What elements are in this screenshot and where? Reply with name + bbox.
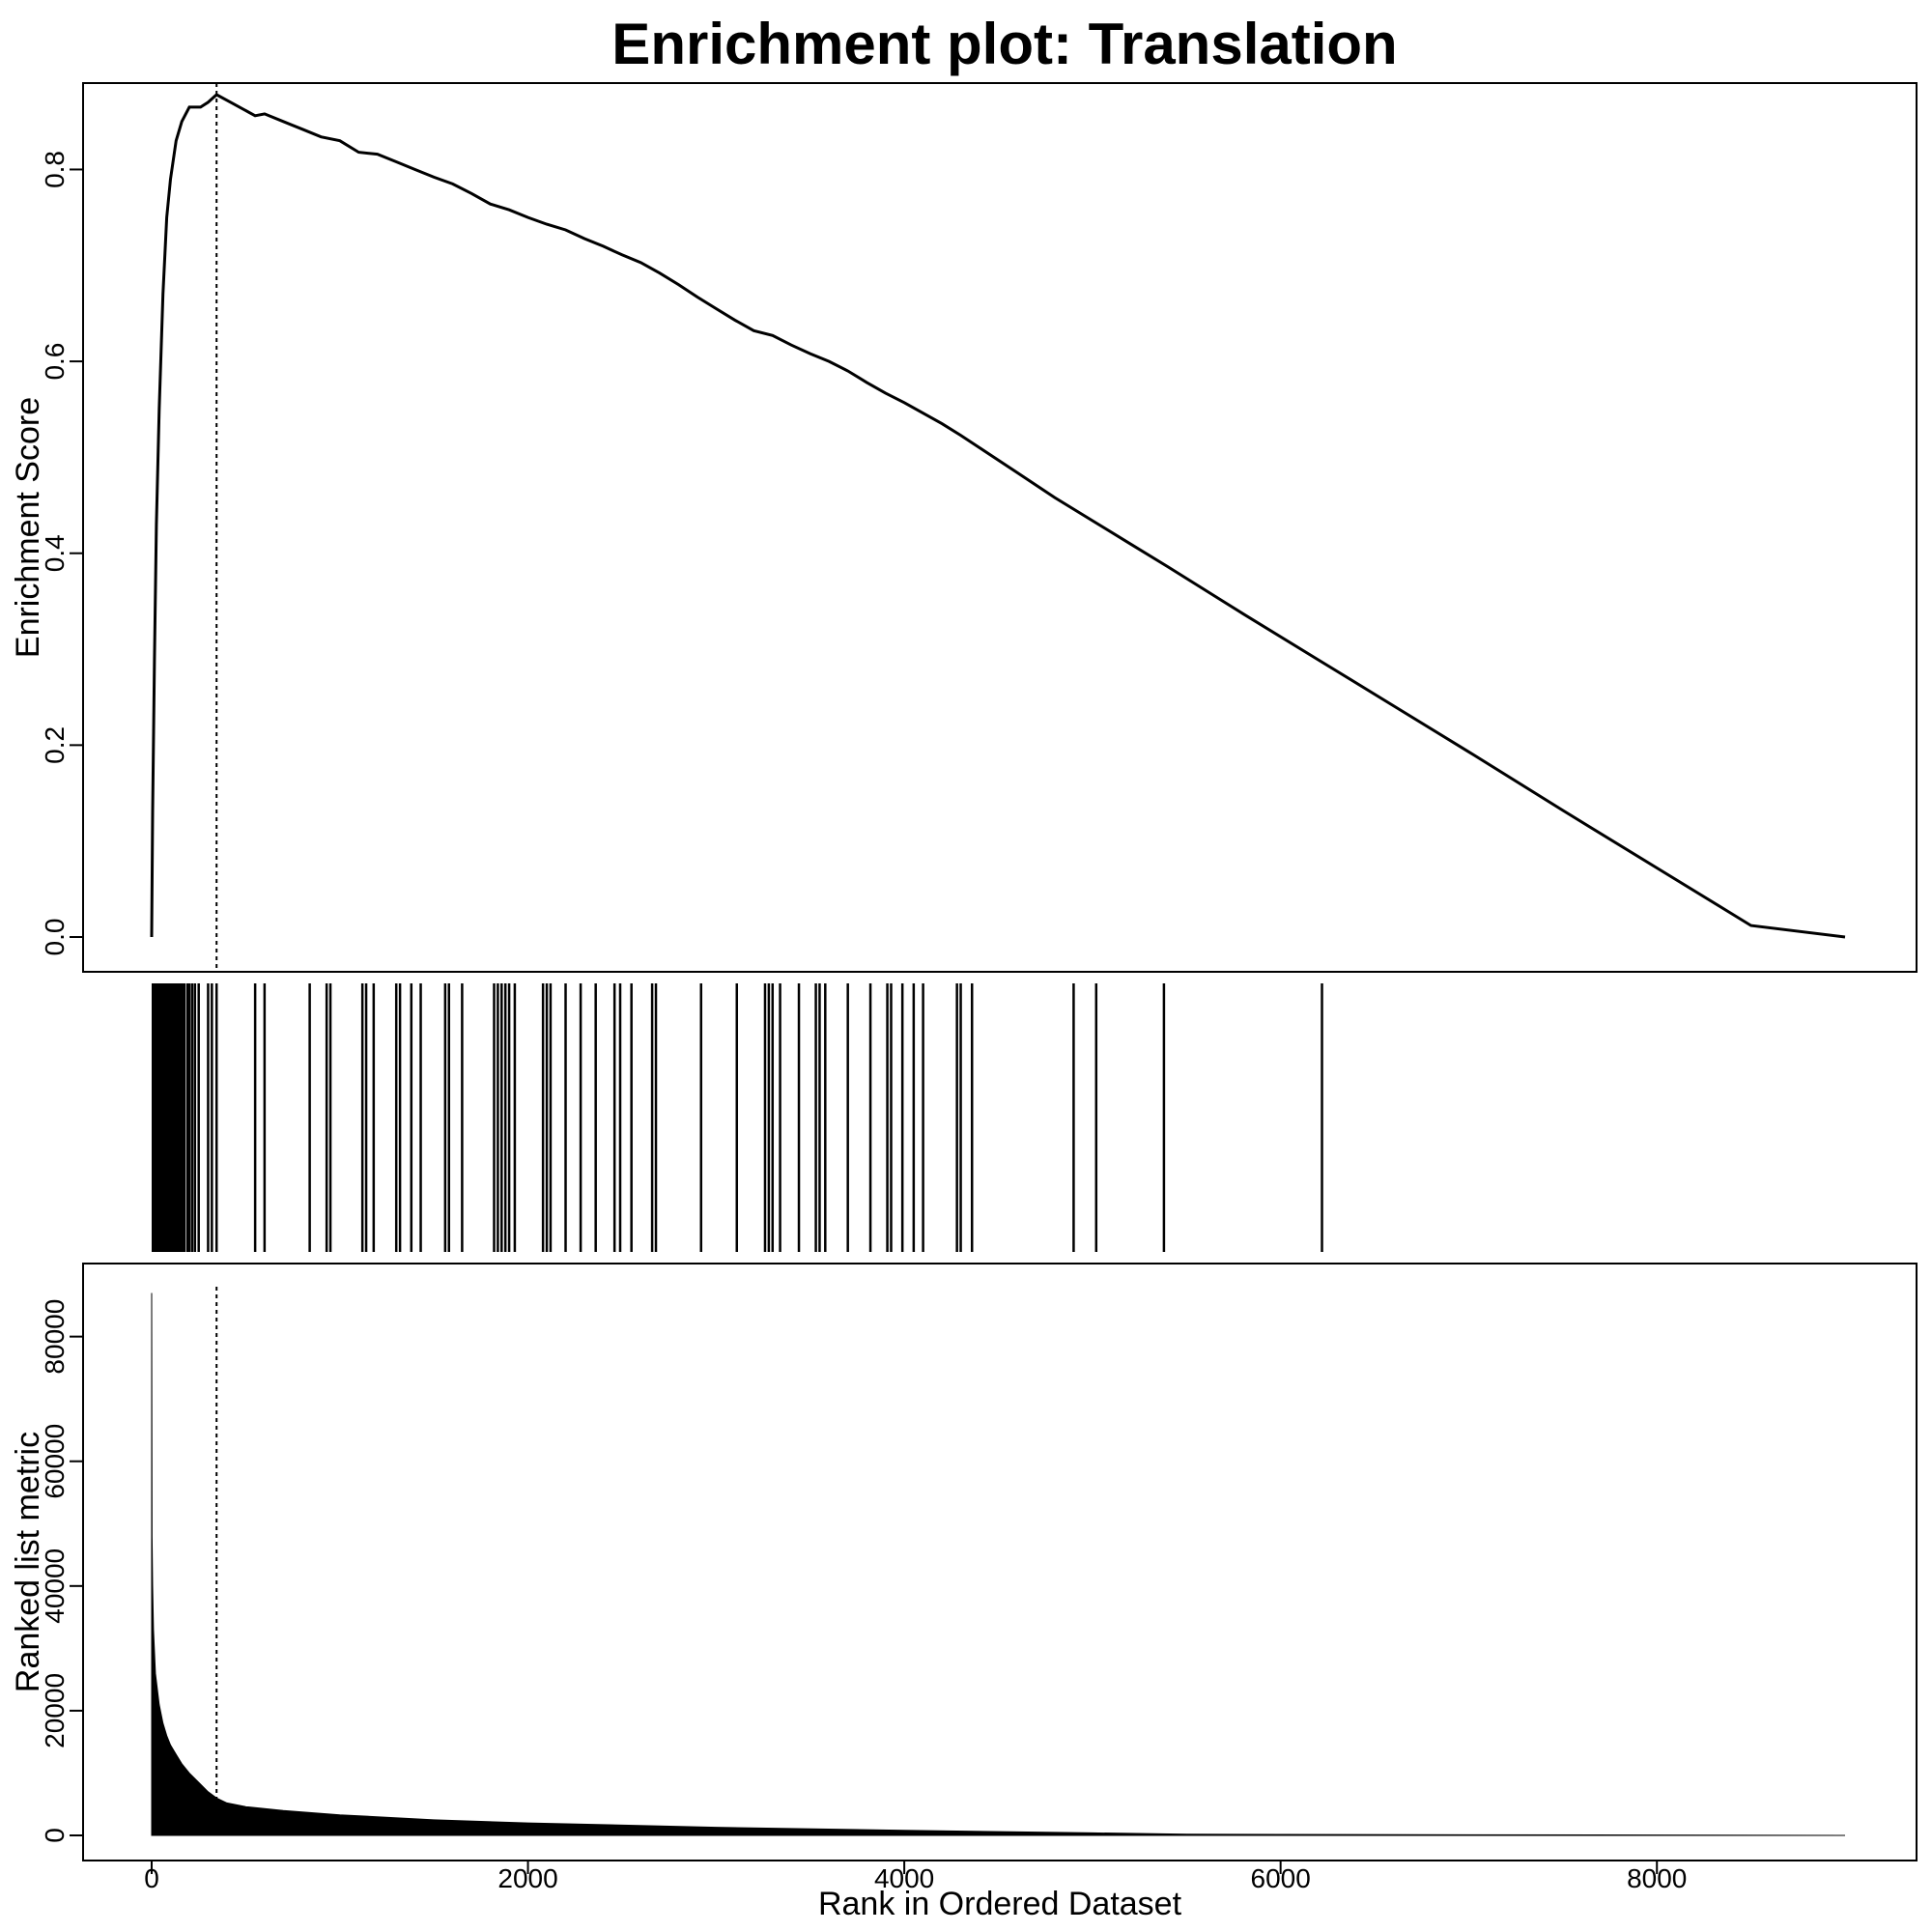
es-y-axis: 0.0 0.2 0.4 0.6 0.8 xyxy=(40,151,83,955)
metric-area xyxy=(151,1293,1846,1836)
es-y-axis-label: Enrichment Score xyxy=(10,397,46,658)
metric-y-axis-label: Ranked list metric xyxy=(10,1432,46,1692)
es-y-tick-label: 0.4 xyxy=(40,534,70,572)
chart-title: Enrichment plot: Translation xyxy=(611,12,1397,76)
x-tick-label: 8000 xyxy=(1627,1863,1687,1893)
es-y-tick-label: 0.2 xyxy=(40,726,70,764)
x-tick-label: 2000 xyxy=(497,1863,557,1893)
es-line xyxy=(150,93,1846,939)
metric-y-tick-label: 40000 xyxy=(40,1548,70,1624)
es-y-tick-label: 0.8 xyxy=(40,151,70,188)
metric-y-tick-label: 60000 xyxy=(40,1424,70,1499)
x-axis-label: Rank in Ordered Dataset xyxy=(818,1886,1182,1922)
es-y-tick-label: 0.0 xyxy=(40,919,70,956)
x-tick-label: 0 xyxy=(144,1863,159,1893)
hit-ticks xyxy=(152,983,1323,1252)
metric-y-tick-label: 20000 xyxy=(40,1673,70,1748)
hit-dense-block xyxy=(152,983,186,1252)
es-panel-frame xyxy=(82,82,1918,973)
metric-y-tick-label: 0 xyxy=(40,1828,70,1843)
metric-panel-frame xyxy=(82,1263,1918,1861)
metric-y-axis: 0 20000 40000 60000 80000 xyxy=(40,1299,83,1843)
x-tick-label: 6000 xyxy=(1251,1863,1311,1893)
es-y-tick-label: 0.6 xyxy=(40,343,70,381)
x-tick-label: 4000 xyxy=(874,1863,934,1893)
metric-y-tick-label: 80000 xyxy=(40,1299,70,1375)
x-axis: 0 2000 4000 6000 8000 xyxy=(144,1861,1687,1893)
